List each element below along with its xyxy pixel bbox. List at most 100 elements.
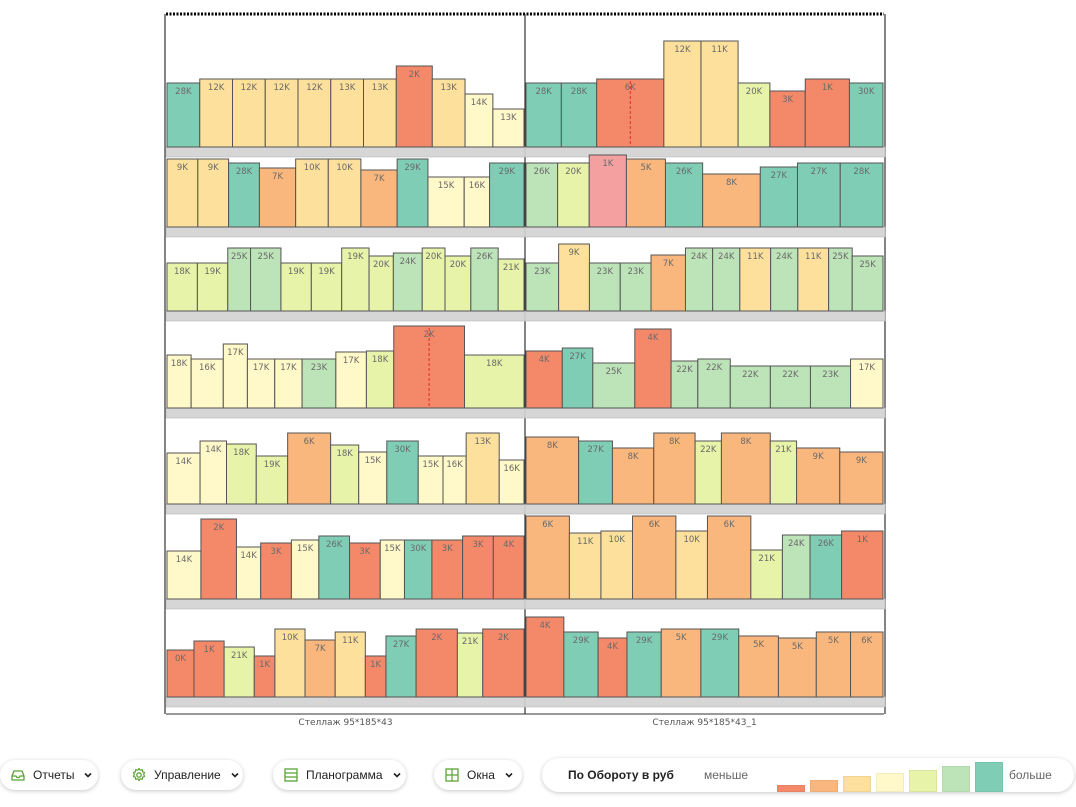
product-block[interactable]	[197, 158, 230, 228]
product-block[interactable]	[444, 255, 472, 312]
product-block[interactable]	[395, 65, 433, 148]
product-block[interactable]	[650, 254, 686, 312]
product-block[interactable]	[260, 542, 292, 600]
product-block[interactable]	[653, 432, 696, 505]
product-block[interactable]	[304, 639, 336, 698]
product-block[interactable]	[226, 443, 257, 505]
product-block[interactable]	[427, 176, 465, 228]
product-block[interactable]	[193, 640, 225, 698]
product-block[interactable]	[379, 539, 405, 600]
product-block[interactable]	[417, 455, 444, 505]
product-block[interactable]	[588, 154, 627, 228]
product-block[interactable]	[280, 262, 312, 312]
product-block[interactable]	[250, 247, 282, 312]
product-block[interactable]	[258, 167, 297, 228]
product-block[interactable]	[489, 162, 525, 228]
product-block[interactable]	[199, 78, 234, 148]
product-block[interactable]	[850, 631, 884, 698]
product-block[interactable]	[850, 358, 884, 409]
product-block[interactable]	[525, 82, 562, 148]
product-block[interactable]	[702, 173, 761, 228]
planogram-button[interactable]: Планограмма	[273, 760, 406, 790]
product-block[interactable]	[700, 628, 740, 698]
product-block[interactable]	[625, 158, 666, 228]
product-block[interactable]	[739, 247, 772, 312]
product-block[interactable]	[597, 637, 628, 698]
product-block[interactable]	[563, 631, 599, 698]
product-block[interactable]	[464, 93, 494, 148]
product-block[interactable]	[769, 440, 798, 505]
product-block[interactable]	[431, 78, 466, 148]
product-block[interactable]	[600, 530, 634, 600]
product-block[interactable]	[228, 162, 260, 228]
product-block[interactable]	[396, 158, 429, 228]
product-block[interactable]	[841, 530, 884, 600]
product-block[interactable]	[330, 444, 360, 505]
product-block[interactable]	[558, 243, 590, 312]
product-block[interactable]	[464, 354, 525, 409]
product-block[interactable]	[769, 90, 806, 148]
product-block[interactable]	[525, 262, 560, 312]
product-block[interactable]	[200, 518, 237, 600]
product-block[interactable]	[839, 451, 884, 505]
product-block[interactable]	[561, 347, 594, 409]
product-block[interactable]	[626, 631, 662, 698]
product-block[interactable]	[769, 365, 811, 409]
product-block[interactable]	[341, 247, 370, 312]
product-block[interactable]	[392, 252, 423, 312]
product-block[interactable]	[415, 628, 458, 698]
product-block[interactable]	[222, 343, 248, 409]
product-block[interactable]	[848, 82, 884, 148]
product-block[interactable]	[166, 452, 201, 505]
product-block[interactable]	[851, 255, 884, 312]
product-block[interactable]	[525, 162, 559, 228]
product-block[interactable]	[295, 158, 329, 228]
product-block[interactable]	[310, 262, 343, 312]
product-block[interactable]	[557, 162, 590, 228]
product-block[interactable]	[166, 550, 202, 600]
product-block[interactable]	[809, 534, 843, 600]
product-block[interactable]	[560, 82, 598, 148]
product-block[interactable]	[770, 247, 799, 312]
product-block[interactable]	[670, 360, 699, 409]
product-block[interactable]	[470, 247, 499, 312]
product-block[interactable]	[498, 459, 525, 505]
product-block[interactable]	[809, 365, 852, 409]
product-block[interactable]	[720, 432, 771, 505]
product-block[interactable]	[492, 535, 525, 600]
product-block[interactable]	[166, 354, 192, 409]
product-block[interactable]	[737, 82, 771, 148]
product-block[interactable]	[334, 631, 366, 698]
product-block[interactable]	[796, 447, 841, 505]
product-block[interactable]	[386, 440, 419, 505]
product-block[interactable]	[759, 166, 798, 228]
product-block[interactable]	[525, 350, 563, 409]
product-block[interactable]	[738, 635, 779, 698]
product-block[interactable]	[660, 628, 702, 698]
product-block[interactable]	[777, 637, 817, 698]
product-block[interactable]	[287, 432, 332, 505]
product-block[interactable]	[403, 539, 433, 600]
reports-button[interactable]: Отчеты	[0, 760, 98, 790]
product-block[interactable]	[385, 635, 417, 698]
product-block[interactable]	[290, 539, 320, 600]
windows-button[interactable]: Окна	[434, 760, 522, 790]
product-block[interactable]	[684, 247, 714, 312]
management-button[interactable]: Управление	[121, 760, 243, 790]
product-block[interactable]	[327, 158, 362, 228]
product-block[interactable]	[166, 262, 198, 312]
product-block[interactable]	[166, 158, 199, 228]
product-block[interactable]	[190, 358, 224, 409]
product-block[interactable]	[525, 616, 565, 698]
product-block[interactable]	[497, 258, 525, 312]
product-block[interactable]	[611, 447, 655, 505]
product-block[interactable]	[632, 515, 677, 600]
product-block[interactable]	[700, 40, 739, 148]
product-block[interactable]	[166, 82, 201, 148]
product-block[interactable]	[525, 436, 580, 505]
product-block[interactable]	[463, 176, 491, 228]
product-block[interactable]	[839, 162, 884, 228]
product-block[interactable]	[815, 631, 852, 698]
product-block[interactable]	[482, 628, 525, 698]
product-block[interactable]	[796, 162, 841, 228]
